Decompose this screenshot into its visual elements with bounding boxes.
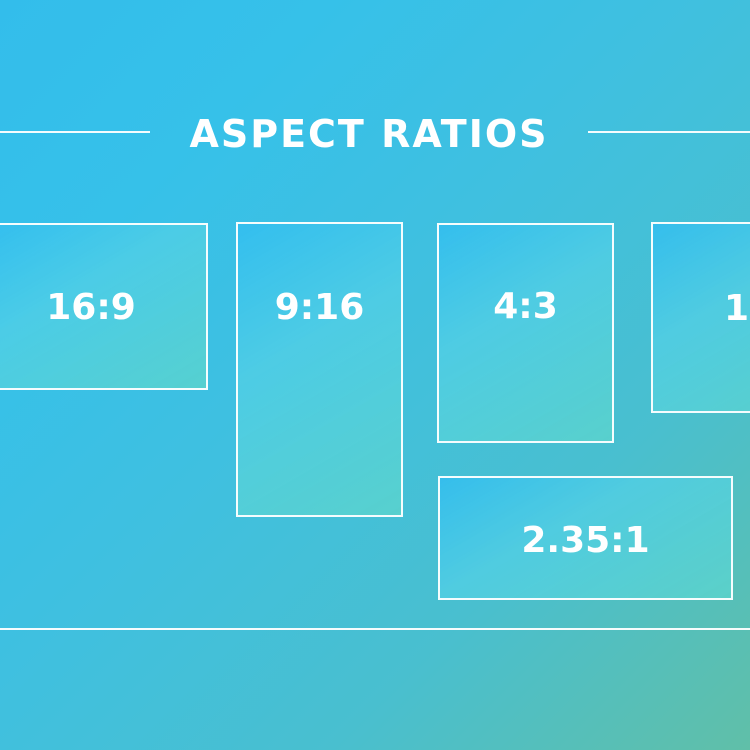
page-title: ASPECT RATIOS	[0, 108, 750, 160]
title-rule-right	[588, 131, 750, 133]
ratio-label-4-3: 4:3	[493, 286, 558, 327]
ratio-box-1-1: 1:1	[651, 222, 750, 413]
ratio-label-2-35-1: 2.35:1	[521, 520, 650, 561]
page-title-text: ASPECT RATIOS	[189, 112, 549, 156]
ratio-box-4-3: 4:3	[437, 223, 614, 443]
ratio-box-9-16: 9:16	[236, 222, 403, 517]
title-rule-left	[0, 131, 150, 133]
ratio-box-16-9: 16:9	[0, 223, 208, 390]
ratio-box-2-35-1: 2.35:1	[438, 476, 733, 600]
ratio-label-9-16: 9:16	[274, 287, 365, 328]
bottom-rule	[0, 628, 750, 630]
ratio-label-16-9: 16:9	[46, 287, 136, 328]
ratio-label-1-1: 1:1	[724, 288, 750, 329]
